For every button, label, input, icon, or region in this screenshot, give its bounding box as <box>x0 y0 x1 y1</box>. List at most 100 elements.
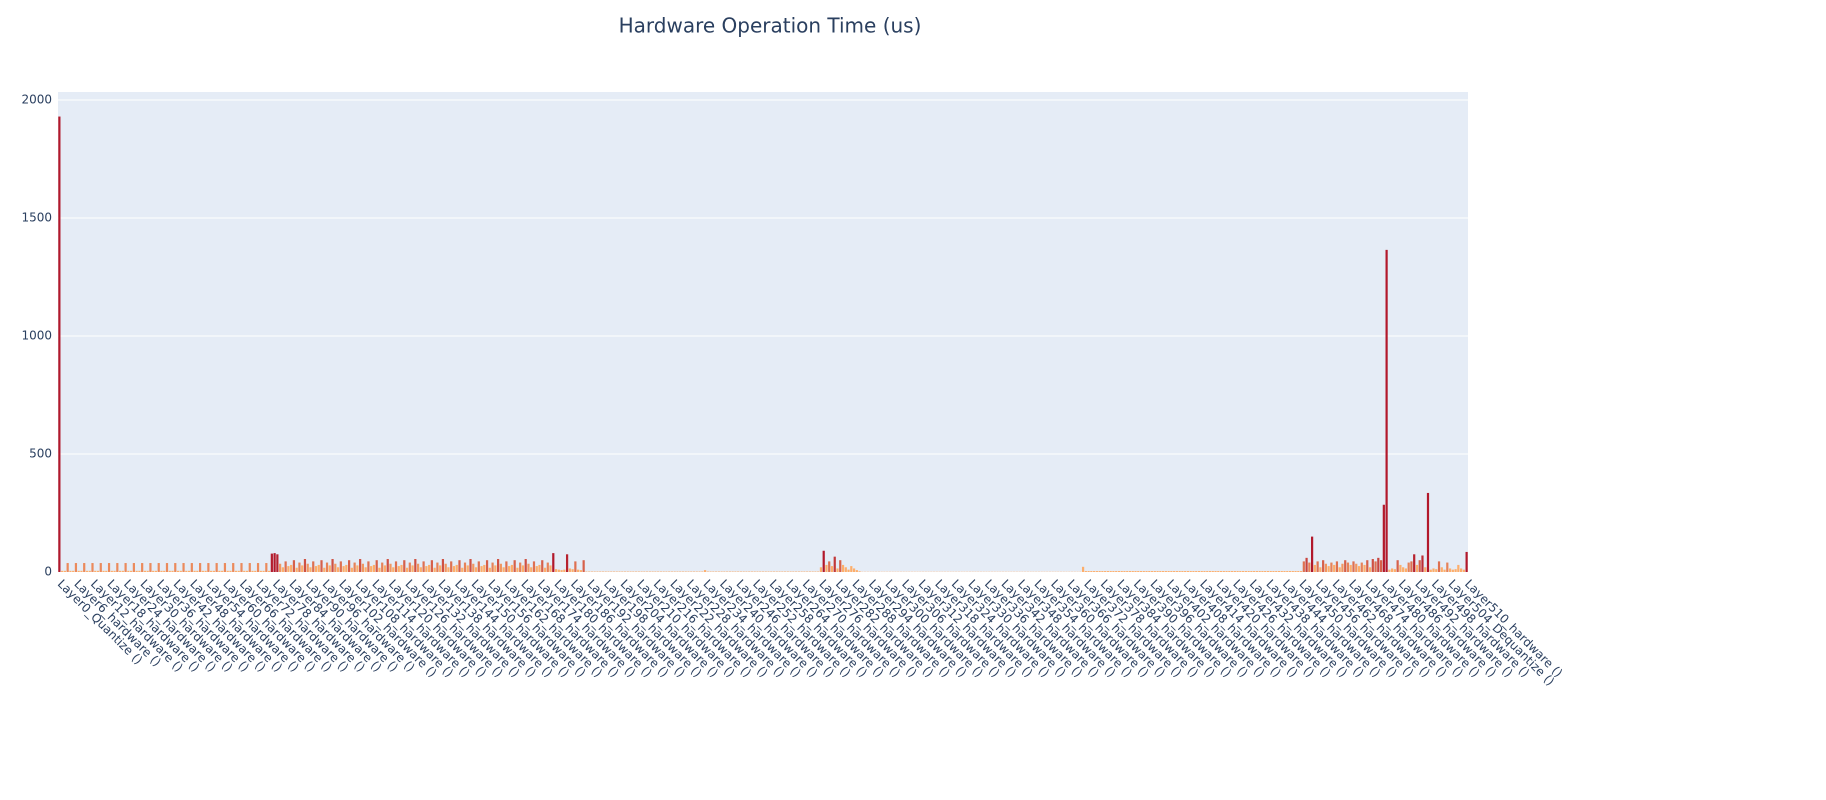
bar <box>444 563 447 572</box>
bar <box>1407 562 1410 572</box>
bar <box>1404 568 1408 572</box>
bar <box>582 560 585 572</box>
bar <box>519 562 522 572</box>
bars <box>58 116 1468 572</box>
bar <box>833 556 836 572</box>
bar <box>1465 551 1468 572</box>
bar <box>1291 571 1294 572</box>
bar <box>201 570 204 572</box>
bar <box>521 565 525 572</box>
bar <box>538 564 541 572</box>
bar <box>171 570 174 572</box>
bar <box>568 568 571 572</box>
bar <box>1247 571 1250 572</box>
bar <box>852 568 856 572</box>
bar <box>1415 564 1419 572</box>
bar <box>491 562 494 572</box>
bar <box>174 563 177 572</box>
bar <box>466 565 469 572</box>
bar <box>574 561 577 572</box>
bar <box>452 566 456 572</box>
bar <box>99 563 102 572</box>
bar <box>364 567 367 572</box>
bar <box>516 567 519 572</box>
bar <box>1189 571 1192 572</box>
y-tick-label: 1000 <box>21 329 52 343</box>
bar <box>287 566 290 572</box>
bar <box>447 567 450 572</box>
bar <box>1228 571 1231 572</box>
bar <box>527 563 530 572</box>
bar <box>1368 567 1372 572</box>
bar <box>221 570 224 572</box>
bar <box>1192 571 1195 572</box>
bar <box>350 567 353 572</box>
bar <box>411 565 414 572</box>
bar <box>1451 569 1454 572</box>
bar <box>1167 571 1170 572</box>
bar <box>422 561 425 572</box>
bar <box>199 563 202 572</box>
bar <box>1211 571 1214 572</box>
bar <box>1087 571 1090 572</box>
bar <box>91 563 94 572</box>
bar <box>463 562 467 572</box>
bar <box>1101 571 1104 572</box>
bar <box>372 564 376 572</box>
bar <box>855 570 858 572</box>
bar <box>210 570 213 572</box>
bar <box>414 559 417 572</box>
bar <box>499 563 502 572</box>
bar <box>96 570 100 572</box>
bar <box>1131 571 1134 572</box>
bar <box>160 570 163 572</box>
bar <box>165 563 169 572</box>
bar <box>1341 563 1344 572</box>
bar <box>530 567 533 572</box>
bar <box>1333 564 1336 572</box>
bar <box>1275 571 1278 572</box>
bar <box>270 553 273 572</box>
bar <box>1239 571 1242 572</box>
bar <box>839 560 842 572</box>
bar <box>309 567 312 572</box>
bar <box>430 560 433 572</box>
bar <box>577 569 580 572</box>
bar <box>505 561 508 572</box>
bar <box>331 559 334 572</box>
bar <box>549 565 552 572</box>
bar <box>113 570 116 572</box>
bar <box>1426 492 1430 572</box>
bar <box>1349 564 1352 572</box>
bar <box>182 563 185 572</box>
bar <box>1421 555 1424 572</box>
bar <box>1148 571 1151 572</box>
bar <box>1297 571 1300 572</box>
bar <box>273 553 276 572</box>
bar <box>243 570 246 572</box>
bar <box>121 570 124 572</box>
bar <box>367 561 370 572</box>
bar <box>251 570 254 572</box>
bar <box>1382 504 1385 572</box>
bar <box>83 563 86 572</box>
bar <box>474 567 478 572</box>
bar <box>552 553 555 572</box>
bar <box>314 566 318 572</box>
bar <box>830 566 834 572</box>
bar <box>262 570 265 572</box>
bar <box>1145 571 1148 572</box>
bar <box>290 564 293 572</box>
bar <box>1286 571 1289 572</box>
bar <box>1379 560 1383 572</box>
bar <box>232 563 235 572</box>
bar <box>1126 571 1129 572</box>
bar <box>152 570 155 572</box>
bar <box>510 564 514 572</box>
bar <box>419 567 422 572</box>
bar <box>141 563 144 572</box>
bar <box>336 567 340 572</box>
bar <box>1302 561 1305 572</box>
bar <box>1399 564 1402 572</box>
